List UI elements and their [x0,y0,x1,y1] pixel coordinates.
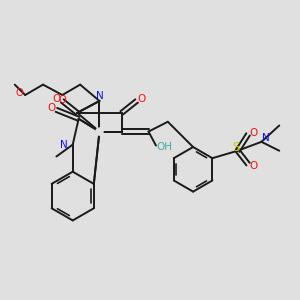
Circle shape [96,128,103,135]
Text: O: O [53,94,61,103]
Text: O: O [249,160,257,171]
Text: N: N [262,133,270,143]
Text: O: O [58,95,66,105]
Text: N: N [96,91,103,100]
Text: S: S [232,141,240,154]
Text: O: O [16,88,24,98]
Text: O: O [47,103,55,113]
Text: OH: OH [157,142,173,152]
Text: O: O [138,94,146,103]
Text: N: N [60,140,68,150]
Text: O: O [249,128,257,138]
